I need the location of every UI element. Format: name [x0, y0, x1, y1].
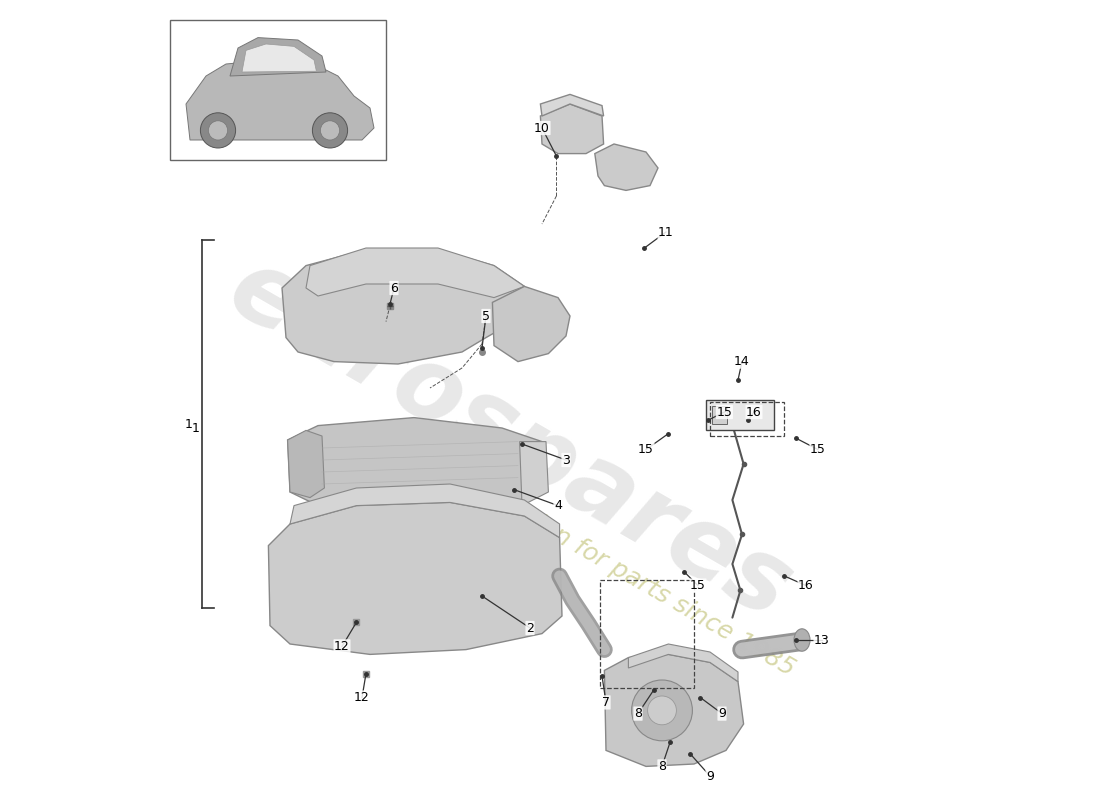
Polygon shape — [230, 38, 326, 76]
Text: 6: 6 — [390, 282, 398, 294]
Polygon shape — [268, 502, 562, 654]
Text: 8: 8 — [634, 707, 642, 720]
Polygon shape — [628, 644, 738, 682]
Circle shape — [200, 113, 235, 148]
Bar — [710, 402, 783, 436]
Bar — [713, 406, 727, 424]
Polygon shape — [595, 144, 658, 190]
Polygon shape — [287, 430, 324, 498]
Circle shape — [648, 696, 676, 725]
Text: 15: 15 — [690, 579, 706, 592]
Text: 4: 4 — [554, 499, 562, 512]
Text: 15: 15 — [716, 406, 733, 418]
Text: 3: 3 — [562, 454, 570, 466]
Polygon shape — [186, 60, 374, 140]
Text: 15: 15 — [638, 443, 653, 456]
Bar — [600, 580, 694, 688]
Text: 16: 16 — [799, 579, 814, 592]
Text: 10: 10 — [535, 122, 550, 134]
Text: 11: 11 — [658, 226, 674, 238]
Text: 5: 5 — [482, 310, 490, 322]
Text: 12: 12 — [334, 640, 350, 653]
Text: 1: 1 — [185, 418, 192, 430]
Circle shape — [631, 680, 692, 741]
Text: 12: 12 — [354, 691, 370, 704]
Polygon shape — [242, 44, 317, 72]
Polygon shape — [287, 418, 546, 514]
Circle shape — [320, 121, 340, 140]
Ellipse shape — [794, 629, 810, 651]
Text: 14: 14 — [734, 355, 750, 368]
Text: 8: 8 — [658, 760, 666, 773]
Text: 2: 2 — [526, 622, 534, 634]
Text: a passion for parts since 1985: a passion for parts since 1985 — [461, 471, 800, 681]
Bar — [706, 400, 774, 430]
Circle shape — [208, 121, 228, 140]
Text: 13: 13 — [814, 634, 829, 646]
Polygon shape — [604, 654, 744, 766]
Text: 9: 9 — [718, 707, 726, 720]
Polygon shape — [290, 484, 560, 538]
Polygon shape — [540, 94, 604, 116]
Text: eurospares: eurospares — [212, 240, 808, 640]
Text: 1: 1 — [191, 422, 199, 434]
Polygon shape — [519, 442, 549, 506]
Polygon shape — [540, 104, 604, 154]
Text: 15: 15 — [810, 443, 826, 456]
Text: 7: 7 — [602, 696, 610, 709]
Circle shape — [312, 113, 348, 148]
Polygon shape — [282, 250, 528, 364]
Text: 9: 9 — [706, 770, 714, 782]
Bar — [170, 20, 386, 160]
Text: 16: 16 — [746, 406, 762, 418]
Polygon shape — [493, 286, 570, 362]
Polygon shape — [306, 248, 525, 298]
